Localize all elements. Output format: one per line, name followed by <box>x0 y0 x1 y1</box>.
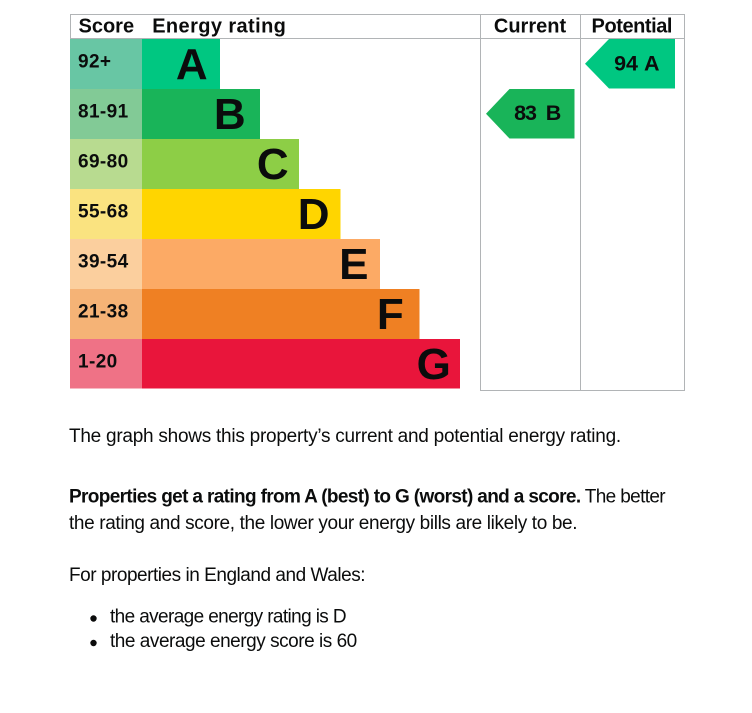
svg-text:B: B <box>214 90 246 139</box>
svg-text:55-68: 55-68 <box>78 201 129 222</box>
svg-text:94 A: 94 A <box>614 52 659 76</box>
svg-text:the average energy rating is D: the average energy rating is D <box>110 607 346 628</box>
svg-text:21-38: 21-38 <box>78 301 129 322</box>
svg-text:81-91: 81-91 <box>78 101 129 122</box>
svg-text:1-20: 1-20 <box>78 351 118 372</box>
svg-text:For properties in England and: For properties in England and Wales: <box>69 565 365 586</box>
svg-text:the rating and score, the lowe: the rating and score, the lower your ene… <box>69 513 577 534</box>
svg-text:the average energy score is 60: the average energy score is 60 <box>110 631 357 652</box>
svg-text:D: D <box>298 190 330 239</box>
svg-text:83 B: 83 B <box>514 101 561 125</box>
svg-text:39-54: 39-54 <box>78 251 129 272</box>
svg-text:F: F <box>377 290 404 339</box>
svg-text:Properties get a rating from A: Properties get a rating from A (best) to… <box>69 487 666 508</box>
svg-text:E: E <box>339 240 368 289</box>
svg-text:Current: Current <box>494 16 567 38</box>
svg-text:The graph shows this property’: The graph shows this property’s current … <box>69 426 621 447</box>
svg-text:92+: 92+ <box>78 51 111 72</box>
svg-text:G: G <box>417 340 451 389</box>
svg-text:A: A <box>176 40 208 89</box>
svg-text:C: C <box>257 140 289 189</box>
svg-text:69-80: 69-80 <box>78 151 129 172</box>
svg-text:Score: Score <box>79 16 135 38</box>
svg-text:Energy rating: Energy rating <box>152 16 286 38</box>
svg-text:Potential: Potential <box>592 16 673 38</box>
